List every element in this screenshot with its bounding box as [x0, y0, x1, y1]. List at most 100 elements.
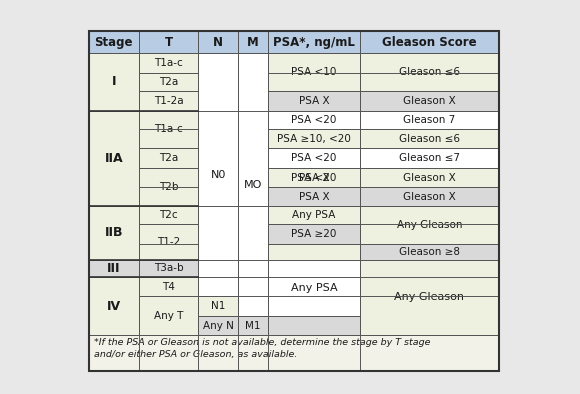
Text: T2a: T2a — [159, 77, 178, 87]
Text: T2b: T2b — [159, 182, 178, 192]
Bar — [139, 206, 198, 224]
Bar — [360, 168, 499, 187]
Text: PSA <20: PSA <20 — [291, 153, 336, 163]
Text: T1a-c: T1a-c — [154, 58, 183, 68]
Bar — [268, 260, 360, 277]
Bar — [89, 111, 139, 206]
Bar — [360, 130, 499, 149]
Text: T1-2a: T1-2a — [154, 96, 183, 106]
Text: Stage: Stage — [95, 35, 133, 48]
Text: Any PSA: Any PSA — [291, 283, 337, 293]
Bar — [268, 224, 360, 243]
Text: Gleason ≤7: Gleason ≤7 — [399, 153, 460, 163]
Text: PSA <10: PSA <10 — [291, 67, 336, 77]
Bar — [198, 316, 238, 335]
Bar — [268, 168, 360, 187]
Bar — [139, 73, 198, 91]
Bar — [139, 31, 198, 53]
Bar — [139, 168, 198, 206]
Bar — [139, 111, 198, 149]
Text: Gleason 7: Gleason 7 — [403, 115, 455, 125]
Bar — [139, 224, 198, 260]
Bar — [139, 149, 198, 168]
Text: Any Gleason: Any Gleason — [397, 220, 462, 230]
Bar — [198, 53, 238, 296]
Bar — [89, 260, 139, 277]
Bar — [89, 335, 499, 371]
Bar — [360, 206, 499, 243]
Text: *If the PSA or Gleason is not available, determine the stage by T stage
and/or e: *If the PSA or Gleason is not available,… — [94, 338, 430, 359]
Text: M1: M1 — [245, 321, 261, 331]
Bar — [360, 149, 499, 168]
Bar — [268, 260, 360, 316]
Text: IIB: IIB — [104, 226, 123, 239]
Text: PSA X: PSA X — [299, 191, 329, 201]
Text: T1a-c: T1a-c — [154, 125, 183, 134]
Text: T3a-b: T3a-b — [154, 264, 183, 273]
Text: PSA ≥10, <20: PSA ≥10, <20 — [277, 134, 351, 144]
Bar — [89, 31, 499, 371]
Text: Gleason ≥8: Gleason ≥8 — [399, 247, 460, 256]
Bar — [89, 31, 139, 53]
Text: M: M — [247, 35, 259, 48]
Text: T2c: T2c — [160, 210, 178, 220]
Text: IIA: IIA — [104, 152, 123, 165]
Bar — [238, 31, 268, 53]
Bar — [360, 260, 499, 277]
Bar — [89, 53, 139, 111]
Bar — [139, 53, 198, 73]
Bar — [139, 296, 198, 335]
Bar — [268, 243, 360, 260]
Text: Gleason ≤6: Gleason ≤6 — [399, 134, 460, 144]
Text: Any PSA: Any PSA — [292, 210, 336, 220]
Bar — [268, 111, 360, 130]
Text: Any T: Any T — [154, 310, 183, 321]
Bar — [238, 316, 268, 335]
Bar — [268, 91, 360, 111]
Text: Gleason Score: Gleason Score — [382, 35, 477, 48]
Text: IV: IV — [107, 300, 121, 313]
Text: N1: N1 — [211, 301, 226, 311]
Text: PSA X: PSA X — [299, 173, 329, 183]
Text: N: N — [213, 35, 223, 48]
Text: Gleason ≤6: Gleason ≤6 — [399, 67, 460, 77]
Text: I: I — [111, 75, 116, 88]
Text: Gleason X: Gleason X — [403, 96, 456, 106]
Text: PSA X: PSA X — [299, 96, 329, 106]
Bar — [268, 168, 360, 187]
Bar — [268, 53, 360, 91]
Text: Gleason X: Gleason X — [403, 191, 456, 201]
Text: T: T — [165, 35, 173, 48]
Text: T4: T4 — [162, 282, 175, 292]
Bar — [89, 206, 139, 260]
Bar — [360, 187, 499, 206]
Bar — [360, 31, 499, 53]
Text: PSA*, ng/mL: PSA*, ng/mL — [273, 35, 355, 48]
Bar — [360, 53, 499, 91]
Text: Any Gleason: Any Gleason — [394, 292, 465, 302]
Bar — [139, 260, 198, 277]
Bar — [268, 130, 360, 149]
Text: Gleason X: Gleason X — [403, 173, 456, 183]
Bar — [268, 31, 360, 53]
Bar — [360, 91, 499, 111]
Text: III: III — [107, 262, 121, 275]
Bar — [89, 277, 139, 335]
Bar — [360, 243, 499, 260]
Bar — [360, 111, 499, 130]
Bar — [238, 53, 268, 316]
Text: T2a: T2a — [159, 153, 178, 163]
Bar — [360, 260, 499, 335]
Bar — [198, 296, 238, 316]
Text: N0: N0 — [211, 170, 226, 180]
Text: Any N: Any N — [203, 321, 234, 331]
Bar — [139, 277, 198, 296]
Text: PSA ≥20: PSA ≥20 — [291, 229, 336, 239]
Bar — [268, 149, 360, 168]
Bar — [268, 187, 360, 206]
Text: PSA <20: PSA <20 — [291, 115, 336, 125]
Text: PSA <20: PSA <20 — [291, 173, 336, 183]
Text: T1-2: T1-2 — [157, 237, 180, 247]
Bar — [268, 206, 360, 224]
Bar — [198, 31, 238, 53]
